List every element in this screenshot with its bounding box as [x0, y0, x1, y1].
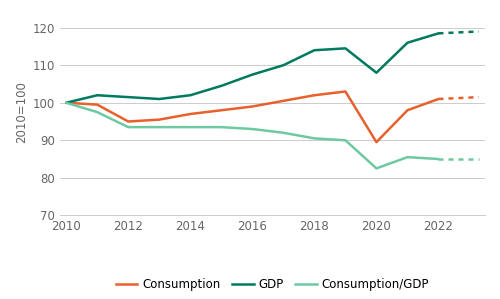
Legend: Consumption, GDP, Consumption/GDP: Consumption, GDP, Consumption/GDP [112, 274, 434, 296]
Y-axis label: 2010=100: 2010=100 [16, 81, 28, 143]
